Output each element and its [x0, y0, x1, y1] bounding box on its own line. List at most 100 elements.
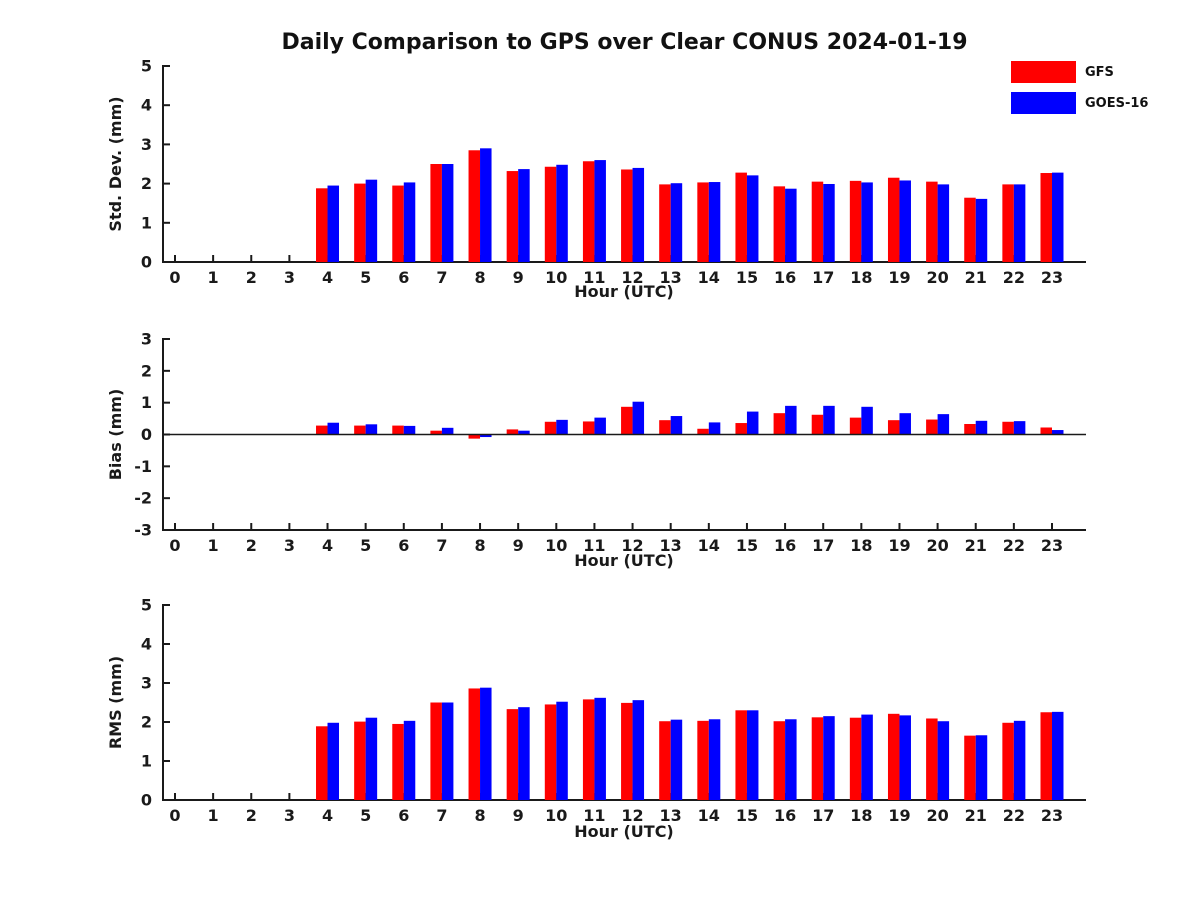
legend-swatch-gfs	[1011, 61, 1076, 83]
svg-text:11: 11	[583, 268, 605, 287]
svg-text:5: 5	[141, 596, 152, 615]
legend-item-gfs: GFS	[1011, 61, 1148, 83]
svg-text:16: 16	[774, 806, 796, 825]
svg-text:14: 14	[698, 536, 720, 555]
svg-text:20: 20	[926, 806, 948, 825]
page-title: Daily Comparison to GPS over Clear CONUS…	[281, 30, 968, 55]
svg-text:0: 0	[141, 791, 152, 810]
rms-y-axis-label: RMS (mm)	[106, 656, 125, 749]
svg-text:2: 2	[246, 268, 257, 287]
svg-text:3: 3	[284, 806, 295, 825]
svg-text:10: 10	[545, 268, 567, 287]
svg-text:0: 0	[169, 536, 180, 555]
svg-text:6: 6	[398, 806, 409, 825]
svg-text:1: 1	[141, 213, 152, 232]
svg-text:6: 6	[398, 536, 409, 555]
svg-text:12: 12	[621, 806, 643, 825]
svg-text:18: 18	[850, 536, 872, 555]
svg-text:9: 9	[513, 268, 524, 287]
legend-swatch-goes16	[1011, 92, 1076, 114]
svg-text:15: 15	[736, 806, 758, 825]
svg-text:0: 0	[169, 268, 180, 287]
svg-text:12: 12	[621, 536, 643, 555]
svg-text:14: 14	[698, 806, 720, 825]
svg-text:17: 17	[812, 268, 834, 287]
svg-text:9: 9	[513, 806, 524, 825]
svg-text:0: 0	[141, 425, 152, 444]
svg-text:5: 5	[360, 268, 371, 287]
svg-text:5: 5	[141, 57, 152, 76]
svg-text:22: 22	[1003, 536, 1025, 555]
svg-text:19: 19	[888, 806, 910, 825]
svg-text:18: 18	[850, 806, 872, 825]
svg-text:4: 4	[141, 96, 152, 115]
svg-text:5: 5	[360, 806, 371, 825]
svg-text:1: 1	[141, 393, 152, 412]
svg-text:1: 1	[208, 268, 219, 287]
svg-text:2: 2	[141, 713, 152, 732]
svg-text:7: 7	[436, 268, 447, 287]
svg-text:3: 3	[284, 536, 295, 555]
svg-text:3: 3	[141, 135, 152, 154]
svg-text:23: 23	[1041, 268, 1063, 287]
svg-text:4: 4	[141, 635, 152, 654]
legend: GFS GOES-16	[1011, 61, 1148, 123]
svg-text:4: 4	[322, 268, 333, 287]
legend-label-goes16: GOES-16	[1085, 95, 1149, 111]
svg-text:-2: -2	[134, 489, 152, 508]
svg-text:2: 2	[141, 174, 152, 193]
stddev-x-axis-label: Hour (UTC)	[574, 282, 674, 301]
svg-text:15: 15	[736, 536, 758, 555]
svg-text:20: 20	[926, 268, 948, 287]
svg-text:3: 3	[141, 330, 152, 349]
svg-text:18: 18	[850, 268, 872, 287]
svg-text:5: 5	[360, 536, 371, 555]
svg-text:1: 1	[141, 752, 152, 771]
svg-text:8: 8	[474, 806, 485, 825]
svg-text:1: 1	[208, 536, 219, 555]
svg-text:2: 2	[141, 361, 152, 380]
svg-text:0: 0	[169, 806, 180, 825]
svg-text:2: 2	[246, 806, 257, 825]
legend-item-goes16: GOES-16	[1011, 92, 1148, 114]
svg-text:23: 23	[1041, 536, 1063, 555]
svg-text:6: 6	[398, 268, 409, 287]
svg-text:9: 9	[513, 536, 524, 555]
svg-text:3: 3	[141, 674, 152, 693]
svg-text:2: 2	[246, 536, 257, 555]
svg-text:19: 19	[888, 268, 910, 287]
stddev-y-axis-label: Std. Dev. (mm)	[106, 96, 125, 231]
svg-text:14: 14	[698, 268, 720, 287]
svg-text:7: 7	[436, 536, 447, 555]
svg-text:17: 17	[812, 536, 834, 555]
svg-text:13: 13	[660, 536, 682, 555]
svg-text:12: 12	[621, 268, 643, 287]
svg-text:16: 16	[774, 268, 796, 287]
svg-text:23: 23	[1041, 806, 1063, 825]
svg-text:11: 11	[583, 806, 605, 825]
svg-text:3: 3	[284, 268, 295, 287]
svg-text:20: 20	[926, 536, 948, 555]
svg-text:4: 4	[322, 536, 333, 555]
svg-text:22: 22	[1003, 806, 1025, 825]
svg-text:4: 4	[322, 806, 333, 825]
svg-text:19: 19	[888, 536, 910, 555]
svg-text:1: 1	[208, 806, 219, 825]
svg-text:-3: -3	[134, 521, 152, 540]
bias-y-axis-label: Bias (mm)	[106, 389, 125, 481]
svg-text:8: 8	[474, 536, 485, 555]
svg-text:22: 22	[1003, 268, 1025, 287]
svg-text:17: 17	[812, 806, 834, 825]
svg-text:16: 16	[774, 536, 796, 555]
svg-text:10: 10	[545, 536, 567, 555]
svg-text:0: 0	[141, 253, 152, 272]
svg-text:21: 21	[965, 536, 987, 555]
svg-text:11: 11	[583, 536, 605, 555]
svg-text:21: 21	[965, 806, 987, 825]
svg-text:13: 13	[660, 806, 682, 825]
svg-text:21: 21	[965, 268, 987, 287]
